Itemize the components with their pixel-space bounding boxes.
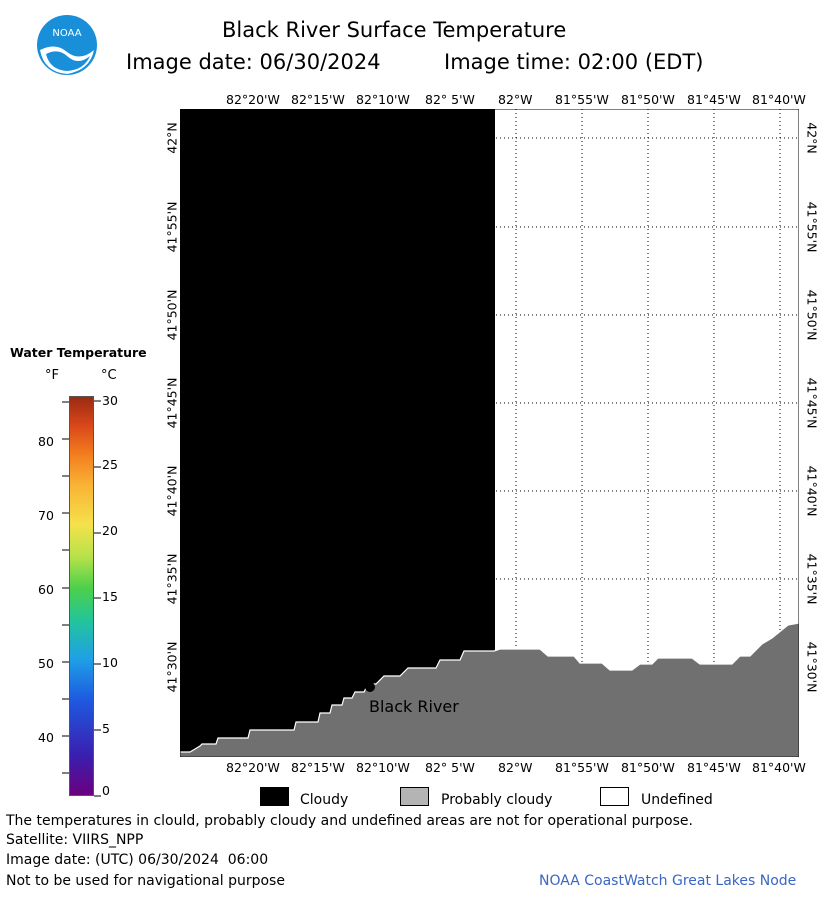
lat-label: 41°30'N [164,641,180,693]
lat-label: 42°N [164,122,180,154]
lon-label: 81°55'W [555,92,609,107]
lon-label: 82° 5'W [425,760,475,775]
c-tick: 15 [102,589,118,604]
c-tick: 10 [102,655,118,670]
c-tick: 0 [102,783,110,798]
lat-label: 41°30'N [804,641,820,693]
lat-label: 41°40'N [804,465,820,517]
colorbar-ticks [62,400,101,797]
lat-label: 42°N [804,122,820,154]
black-river-marker [365,682,375,692]
lon-label: 82°W [498,92,533,107]
c-tick: 25 [102,457,118,472]
footer-disclaimer: The temperatures in clould, probably clo… [6,813,693,829]
legend-label-cloudy: Cloudy [300,792,349,808]
legend-swatch-probably-cloudy [400,787,429,806]
lat-label: 41°45'N [164,377,180,429]
f-tick: 40 [38,730,54,745]
lon-label: 81°50'W [621,92,675,107]
lon-label: 82° 5'W [425,92,475,107]
colorbar [69,396,94,796]
logo-text: NOAA [52,28,81,39]
lon-label: 81°45'W [687,760,741,775]
c-tick: 5 [102,721,110,736]
c-tick: 20 [102,523,118,538]
legend-swatch-undefined [600,787,629,806]
f-tick: 50 [38,656,54,671]
lat-label: 41°55'N [164,201,180,253]
lon-label: 81°40'W [752,92,806,107]
legend-label-probably-cloudy: Probably cloudy [441,792,553,808]
lon-label: 82°15'W [291,760,345,775]
lon-label: 81°50'W [621,760,675,775]
lon-label: 81°40'W [752,760,806,775]
lon-label: 82°W [498,760,533,775]
legend-swatch-cloudy [260,787,289,806]
lat-label: 41°50'N [804,289,820,341]
colorbar-title: Water Temperature [10,345,147,360]
lon-label: 81°55'W [555,760,609,775]
lon-label: 82°10'W [356,760,410,775]
f-tick: 60 [38,582,54,597]
map-area [180,109,799,757]
image-time: Image time: 02:00 (EDT) [444,50,704,74]
lon-label: 82°20'W [226,92,280,107]
lon-label: 82°10'W [356,92,410,107]
c-tick: 30 [102,393,118,408]
lat-label: 41°35'N [804,553,820,605]
cloud-region [180,109,495,757]
f-tick: 80 [38,434,54,449]
place-label-black-river: Black River [369,697,459,716]
footer-credit: NOAA CoastWatch Great Lakes Node [539,873,797,889]
f-tick: 70 [38,508,54,523]
lat-label: 41°35'N [164,553,180,605]
footer-utc-date: Image date: (UTC) 06/30/2024 06:00 [6,852,269,868]
lon-label: 81°45'W [687,92,741,107]
legend-label-undefined: Undefined [641,792,713,808]
image-date: Image date: 06/30/2024 [126,50,381,74]
colorbar-c-unit: °C [101,368,117,383]
footer-satellite: Satellite: VIIRS_NPP [6,832,144,848]
noaa-logo: NOAA [37,15,97,75]
lat-label: 41°55'N [804,201,820,253]
lat-label: 41°45'N [804,377,820,429]
lon-label: 82°20'W [226,760,280,775]
lon-label: 82°15'W [291,92,345,107]
map-title: Black River Surface Temperature [222,18,567,42]
land-area [180,622,799,757]
footer-nav-warning: Not to be used for navigational purpose [6,873,285,889]
colorbar-f-unit: °F [45,368,59,383]
lat-label: 41°50'N [164,289,180,341]
lat-label: 41°40'N [164,465,180,517]
